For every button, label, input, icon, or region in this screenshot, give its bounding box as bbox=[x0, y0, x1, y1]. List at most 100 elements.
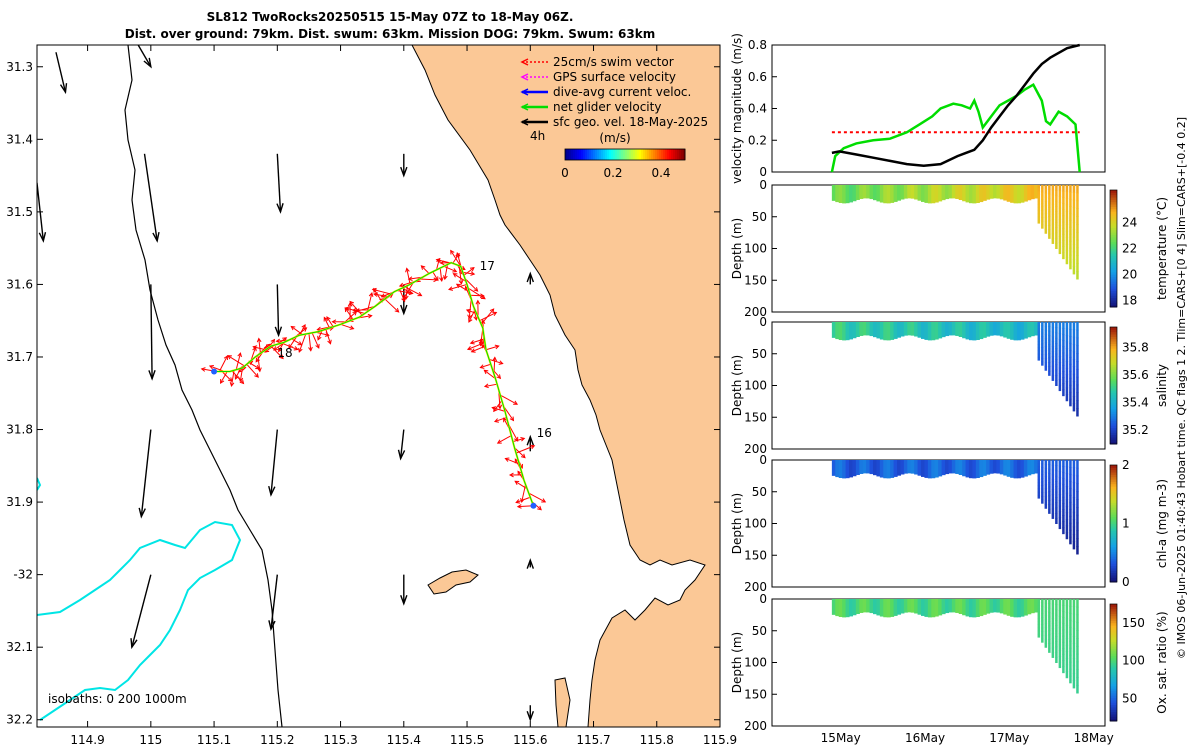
temperature-cell bbox=[948, 185, 953, 199]
chla-cell bbox=[1041, 481, 1044, 486]
swim-vector bbox=[468, 298, 472, 319]
swim-vector-head bbox=[514, 436, 519, 442]
salinity-cell bbox=[1062, 377, 1065, 384]
chla-cell bbox=[1058, 460, 1062, 467]
map-colorbar-cell bbox=[589, 149, 592, 160]
oxygen-cell bbox=[1072, 599, 1076, 607]
chla-cell bbox=[848, 460, 854, 478]
chla-cell bbox=[1051, 498, 1055, 505]
map-colorbar-cell bbox=[581, 149, 584, 160]
chla-cell bbox=[1048, 460, 1051, 465]
salinity-colorbar-cell bbox=[1110, 380, 1117, 384]
salinity-cell bbox=[958, 322, 963, 338]
oxygen-cell bbox=[1072, 650, 1076, 659]
chla-cell bbox=[1065, 499, 1069, 507]
chla-cell bbox=[1048, 464, 1051, 470]
chla-cell bbox=[1048, 504, 1051, 510]
swim-vector-head bbox=[398, 282, 404, 288]
salinity-cell bbox=[1072, 322, 1076, 330]
map-colorbar-cell bbox=[645, 149, 648, 160]
oxygen-colorbar-cell bbox=[1110, 613, 1117, 617]
salinity-cell bbox=[1069, 335, 1072, 344]
oxygen-cell bbox=[1051, 618, 1055, 624]
temperature-cell bbox=[1013, 185, 1018, 204]
temperature-colorbar-cell bbox=[1110, 239, 1117, 242]
day-labels: 17 18 16 bbox=[277, 259, 552, 440]
salinity-cell bbox=[1058, 356, 1062, 363]
salinity-cell bbox=[855, 322, 860, 337]
temperature-ytick-label: 50 bbox=[752, 210, 767, 224]
salinity-cell bbox=[1041, 339, 1044, 345]
map-colorbar-cell bbox=[569, 149, 572, 160]
isobath-label: isobaths: 0 200 1000m bbox=[48, 692, 187, 706]
temperature-colorbar-label: temperature (°C) bbox=[1155, 197, 1169, 300]
map-xtick-label: 115.1 bbox=[197, 733, 231, 747]
temperature-cell bbox=[1044, 185, 1048, 190]
salinity-cell bbox=[896, 322, 902, 338]
map-colorbar-cell bbox=[579, 149, 582, 160]
temperature-cell bbox=[1065, 250, 1069, 258]
map-colorbar-cell bbox=[637, 149, 640, 160]
temperature-cell bbox=[1065, 191, 1069, 199]
chla-colorbar-cell bbox=[1110, 530, 1117, 534]
temperature-colorbar-cell bbox=[1110, 264, 1117, 268]
temperature-cell bbox=[1037, 200, 1041, 205]
salinity-colorbar-cell bbox=[1110, 343, 1117, 347]
salinity-cell bbox=[1069, 370, 1072, 379]
chla-cell bbox=[1058, 522, 1062, 530]
chla-cell bbox=[893, 460, 898, 477]
map-colorbar-cell bbox=[657, 149, 660, 160]
salinity-colorbar-cell bbox=[1110, 373, 1117, 377]
chla-cell bbox=[1076, 499, 1079, 508]
swim-vector-head bbox=[489, 308, 495, 314]
oxygen-colorbar-cell bbox=[1110, 674, 1117, 678]
temperature-cell bbox=[955, 185, 960, 199]
oxygen-cell bbox=[1062, 623, 1065, 631]
salinity-cell bbox=[1048, 370, 1051, 376]
temperature-colorbar-cell bbox=[1110, 222, 1117, 226]
map-colorbar-cell bbox=[601, 149, 604, 160]
salinity-colorbar-cell bbox=[1110, 394, 1117, 398]
temperature-cell bbox=[1058, 219, 1062, 226]
temperature-cell bbox=[1065, 224, 1069, 232]
salinity-cell bbox=[1058, 350, 1062, 357]
oxygen-ylabel: Depth (m) bbox=[730, 632, 744, 693]
temperature-cell bbox=[1044, 217, 1048, 222]
oxygen-cell bbox=[1065, 658, 1069, 666]
swim-vector-head bbox=[480, 343, 486, 349]
salinity-cell bbox=[1058, 333, 1062, 340]
oxygen-cell bbox=[907, 599, 912, 613]
oxygen-colorbar-label: Ox. sat. ratio (%) bbox=[1155, 611, 1169, 713]
swim-vector-head bbox=[324, 332, 330, 337]
temperature-cell bbox=[1058, 202, 1062, 209]
chla-cell bbox=[1037, 485, 1041, 490]
salinity-cell bbox=[1069, 391, 1072, 400]
chla-cell bbox=[972, 460, 977, 479]
swim-vector-head bbox=[317, 335, 322, 341]
chla-cell bbox=[958, 460, 963, 476]
temperature-cell bbox=[1058, 230, 1062, 237]
chla-colorbar-cell bbox=[1110, 518, 1117, 522]
salinity-cell bbox=[1065, 387, 1069, 395]
salinity-cell bbox=[1048, 348, 1051, 354]
oxygen-cell bbox=[1072, 606, 1076, 615]
chla-cell bbox=[1069, 536, 1072, 545]
chla-cell bbox=[1044, 472, 1048, 477]
temperature-cell bbox=[1072, 192, 1076, 201]
swim-vector-head bbox=[368, 291, 374, 297]
temperature-colorbar-cell bbox=[1110, 243, 1117, 247]
chla-cell bbox=[1065, 532, 1069, 540]
map-colorbar-cell bbox=[625, 149, 628, 160]
swim-vector-head bbox=[282, 337, 288, 342]
salinity-cell bbox=[1058, 367, 1062, 374]
temperature-cell bbox=[1062, 240, 1065, 247]
chla-cell bbox=[1048, 473, 1051, 479]
oxygen-colorbar-cell bbox=[1110, 643, 1117, 647]
oxygen-cell bbox=[1051, 603, 1055, 610]
oxygen-cell bbox=[890, 599, 895, 617]
chla-cell bbox=[1076, 522, 1079, 531]
legend-swatch-head-2 bbox=[520, 88, 529, 96]
oxygen-cell bbox=[1048, 625, 1051, 631]
map-colorbar-cell bbox=[659, 149, 662, 160]
salinity-cell bbox=[1037, 353, 1041, 358]
